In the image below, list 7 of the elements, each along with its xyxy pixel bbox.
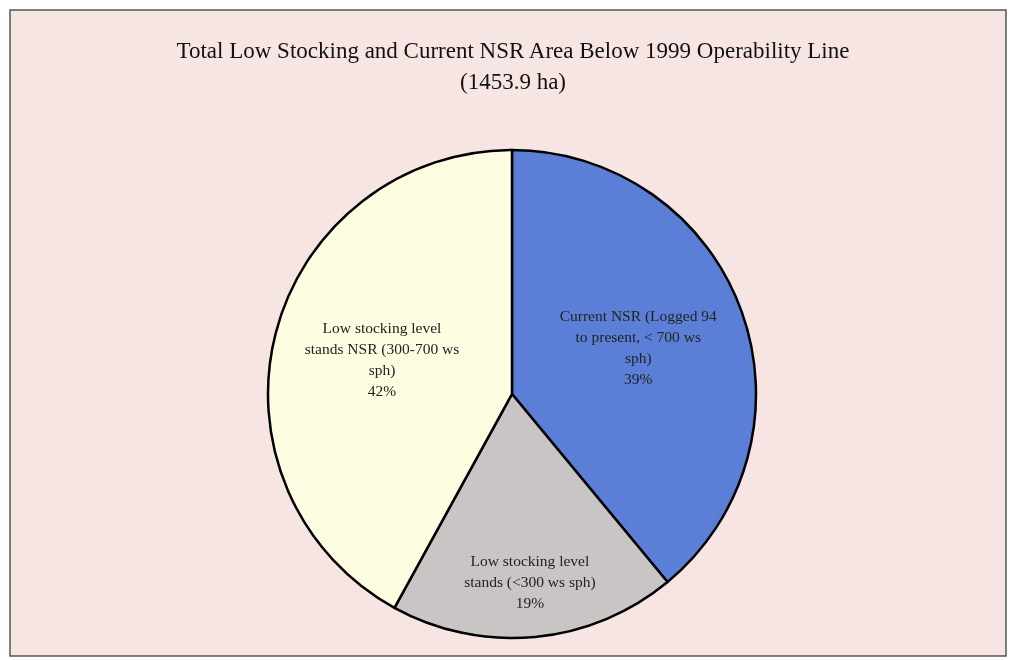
data-label: 42%: [367, 381, 397, 399]
data-label: 19%: [515, 594, 545, 612]
slice-label: Low stocking level stands (<300 ws sph): [464, 552, 596, 592]
slice-label: Low stocking level stands NSR (300-700 ws sph): [304, 318, 460, 379]
data-label: 39%: [624, 369, 653, 387]
slice-label: Current NSR (Logged 94 to present, < 700 ws sph): [559, 306, 718, 367]
chart-title: Total Low Stocking and Current NSR Area Below 1999 Operability Line (1453.9 ha): [176, 38, 850, 94]
